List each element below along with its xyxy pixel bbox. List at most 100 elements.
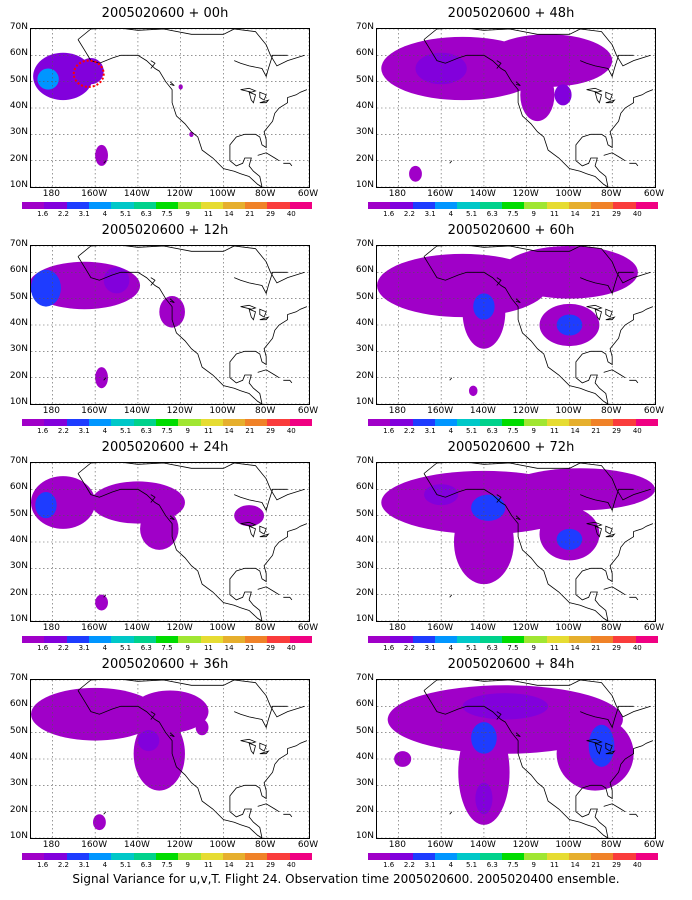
colorbar-label: 3.1: [78, 427, 90, 435]
map-canvas: [377, 29, 655, 187]
lat-tick-label: 70N: [355, 673, 374, 683]
colorbar-swatch: [368, 419, 391, 426]
map-panel: 2005020600 + 24h 70N 60N 50N 40N 30N 20N 10N 180…: [0, 440, 330, 652]
coastline: [77, 256, 263, 404]
lat-tick-label: 30N: [355, 127, 374, 138]
coastline: [423, 39, 609, 187]
colorbar-label: 14: [224, 861, 234, 869]
colorbar-label: 3.1: [424, 644, 436, 652]
colorbar-swatch: [22, 419, 45, 426]
lon-tick-label: 60W: [643, 189, 665, 199]
lat-tick-label: 60N: [9, 48, 28, 59]
colorbar-swatch: [245, 419, 268, 426]
colorbar-label: 2.2: [403, 210, 415, 218]
lake-outline: [586, 521, 603, 527]
colorbar-label: 3.1: [424, 427, 436, 435]
colorbar-label: 3.1: [78, 210, 90, 218]
lon-tick-label: 140W: [469, 623, 496, 633]
variance-contour: [471, 494, 506, 521]
colorbar-swatch: [267, 202, 290, 209]
colorbar-label: 40: [632, 644, 642, 652]
colorbar-label: 6.3: [140, 644, 152, 652]
colorbar-swatch: [613, 202, 636, 209]
colorbar-swatch: [111, 202, 134, 209]
lat-tick-label: 10N: [9, 614, 28, 624]
coastline: [629, 379, 639, 384]
colorbar-label: 4: [102, 210, 108, 218]
colorbar-label: 29: [266, 210, 276, 218]
lat-tick-label: 70N: [355, 22, 374, 32]
colorbar-swatch: [133, 636, 156, 643]
lat-tick-label: 30N: [9, 127, 28, 138]
coastline: [234, 488, 288, 512]
coastline: [103, 160, 107, 164]
coastline: [234, 54, 288, 78]
colorbar-swatch: [44, 202, 67, 209]
lon-tick-label: 160W: [81, 840, 108, 850]
lon-tick-label: 80W: [255, 406, 276, 416]
colorbar-swatch: [66, 636, 89, 643]
coastline: [575, 306, 654, 404]
lon-tick-label: 120W: [166, 623, 193, 633]
colorbar-label: 21: [245, 644, 255, 652]
colorbar-swatch: [222, 853, 246, 860]
coastline: [575, 89, 654, 187]
variance-contour: [483, 34, 613, 87]
colorbar-label: 3.1: [78, 644, 90, 652]
colorbar-label: 21: [591, 861, 601, 869]
lat-tick-label: 10N: [9, 180, 28, 190]
lon-tick-label: 180: [388, 406, 406, 416]
colorbar-label: 5.1: [465, 644, 478, 652]
colorbar-label: 40: [286, 644, 296, 652]
colorbar-label: 1.6: [383, 427, 395, 435]
map-canvas: [377, 680, 655, 838]
colorbar-swatch: [591, 636, 614, 643]
colorbar-swatch: [200, 636, 223, 643]
lat-tick-label: 40N: [9, 535, 28, 545]
lake-outline: [594, 525, 602, 538]
lake-outline: [259, 316, 270, 321]
coastline: [603, 586, 626, 596]
colorbar-swatch: [434, 202, 458, 209]
lon-tick-label: 100W: [209, 840, 236, 850]
lon-tick-label: 140W: [123, 623, 150, 633]
lon-tick-label: 100W: [555, 623, 582, 633]
coastline: [234, 271, 288, 295]
colorbar: [22, 636, 313, 643]
lake-outline: [605, 91, 613, 101]
colorbar-label: 29: [266, 644, 276, 652]
lat-tick-label: 40N: [355, 101, 374, 111]
colorbar-swatch: [412, 636, 435, 643]
colorbar-label: 29: [612, 644, 622, 652]
colorbar-swatch: [613, 853, 636, 860]
lat-tick-label: 10N: [355, 831, 374, 841]
lake-outline: [240, 87, 257, 93]
lat-tick-label: 40N: [9, 318, 28, 328]
colorbar-swatch: [289, 853, 313, 860]
lat-tick-label: 70N: [355, 239, 374, 249]
lake-outline: [259, 525, 267, 535]
variance-contour: [475, 782, 493, 815]
colorbar-swatch: [591, 419, 614, 426]
lat-tick-label: 10N: [355, 614, 374, 624]
lat-tick-label: 20N: [9, 587, 28, 598]
lat-tick-label: 30N: [9, 561, 28, 572]
variance-contour: [37, 68, 59, 90]
coastline: [103, 811, 107, 815]
coastline: [77, 463, 305, 501]
panel-title: 2005020600 + 00h: [101, 6, 229, 21]
lake-outline: [605, 308, 613, 318]
colorbar-label: 40: [632, 427, 642, 435]
coastline: [169, 732, 175, 737]
map-canvas: [31, 463, 309, 621]
colorbar-label: 5.1: [119, 861, 132, 869]
variance-contour: [234, 505, 265, 527]
variance-contour: [93, 814, 106, 831]
lat-tick-label: 40N: [355, 318, 374, 328]
coastline: [449, 160, 453, 164]
map-frame: [30, 679, 310, 839]
colorbar-swatch: [200, 202, 223, 209]
variance-contour: [195, 719, 209, 736]
colorbar-swatch: [412, 419, 435, 426]
colorbar-label: 6.3: [486, 210, 498, 218]
